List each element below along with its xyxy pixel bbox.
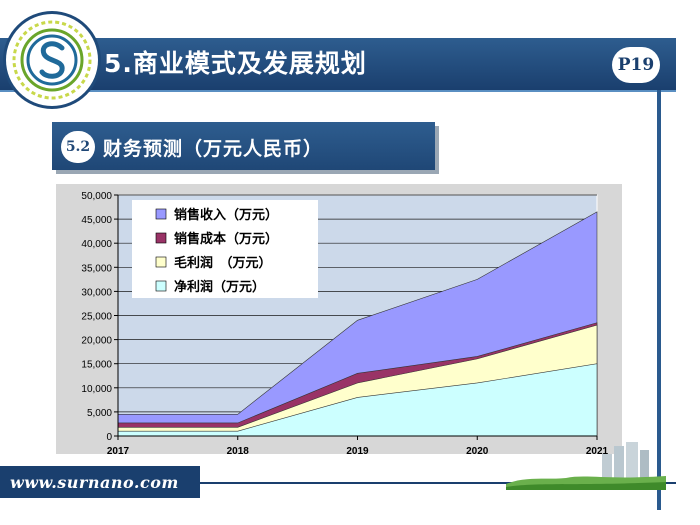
legend-label: 销售收入（万元） [174,207,278,223]
website-link[interactable]: www.surnano.com [10,473,179,492]
slide-title: 5.商业模式及发展规划 [104,49,367,78]
legend-label: 净利润（万元） [174,279,265,295]
x-tick-label: 2018 [227,446,250,457]
legend-label: 销售成本（万元） [174,231,278,247]
legend: 销售收入（万元） 销售成本（万元） 毛利润 （万元） 净利润（万元） [132,200,318,298]
y-tick-label: 30,000 [81,287,112,298]
legend-swatch [155,280,167,292]
y-tick-label: 35,000 [81,263,112,274]
legend-label: 毛利润 （万元） [174,255,272,271]
y-axis: 0 5,000 10,000 15,000 20,000 25,000 30,000 35,0… [81,191,119,443]
y-tick-label: 10,000 [81,384,112,395]
x-tick-label: 2020 [466,446,489,457]
x-axis: 2017 2018 2019 2020 2021 [107,435,609,457]
footer-line [200,482,676,484]
x-tick-label: 2017 [107,446,130,457]
header-bar [0,38,676,92]
y-tick-label: 45,000 [81,215,112,226]
y-tick-label: 25,000 [81,312,112,323]
legend-swatch [155,256,167,268]
y-tick-label: 50,000 [81,191,112,202]
x-tick-label: 2021 [586,446,609,457]
y-tick-label: 15,000 [81,360,112,371]
right-divider [657,90,661,510]
y-tick-label: 20,000 [81,336,112,347]
series-area [117,363,598,437]
x-tick-label: 2019 [346,446,369,457]
section-bar [52,122,435,170]
footer-bar [0,466,200,498]
section-number: 5.2 [61,131,95,163]
legend-swatch [155,232,167,244]
city-skyline-icon [506,440,666,494]
data-areas [117,211,598,437]
section-title: 财务预测（万元人民币） [103,138,324,160]
legend-swatch [155,208,167,220]
y-tick-label: 0 [106,432,112,443]
y-tick-label: 40,000 [81,239,112,250]
y-tick-label: 5,000 [87,408,112,419]
company-logo [6,14,98,106]
page-number-badge: P19 [612,47,660,83]
